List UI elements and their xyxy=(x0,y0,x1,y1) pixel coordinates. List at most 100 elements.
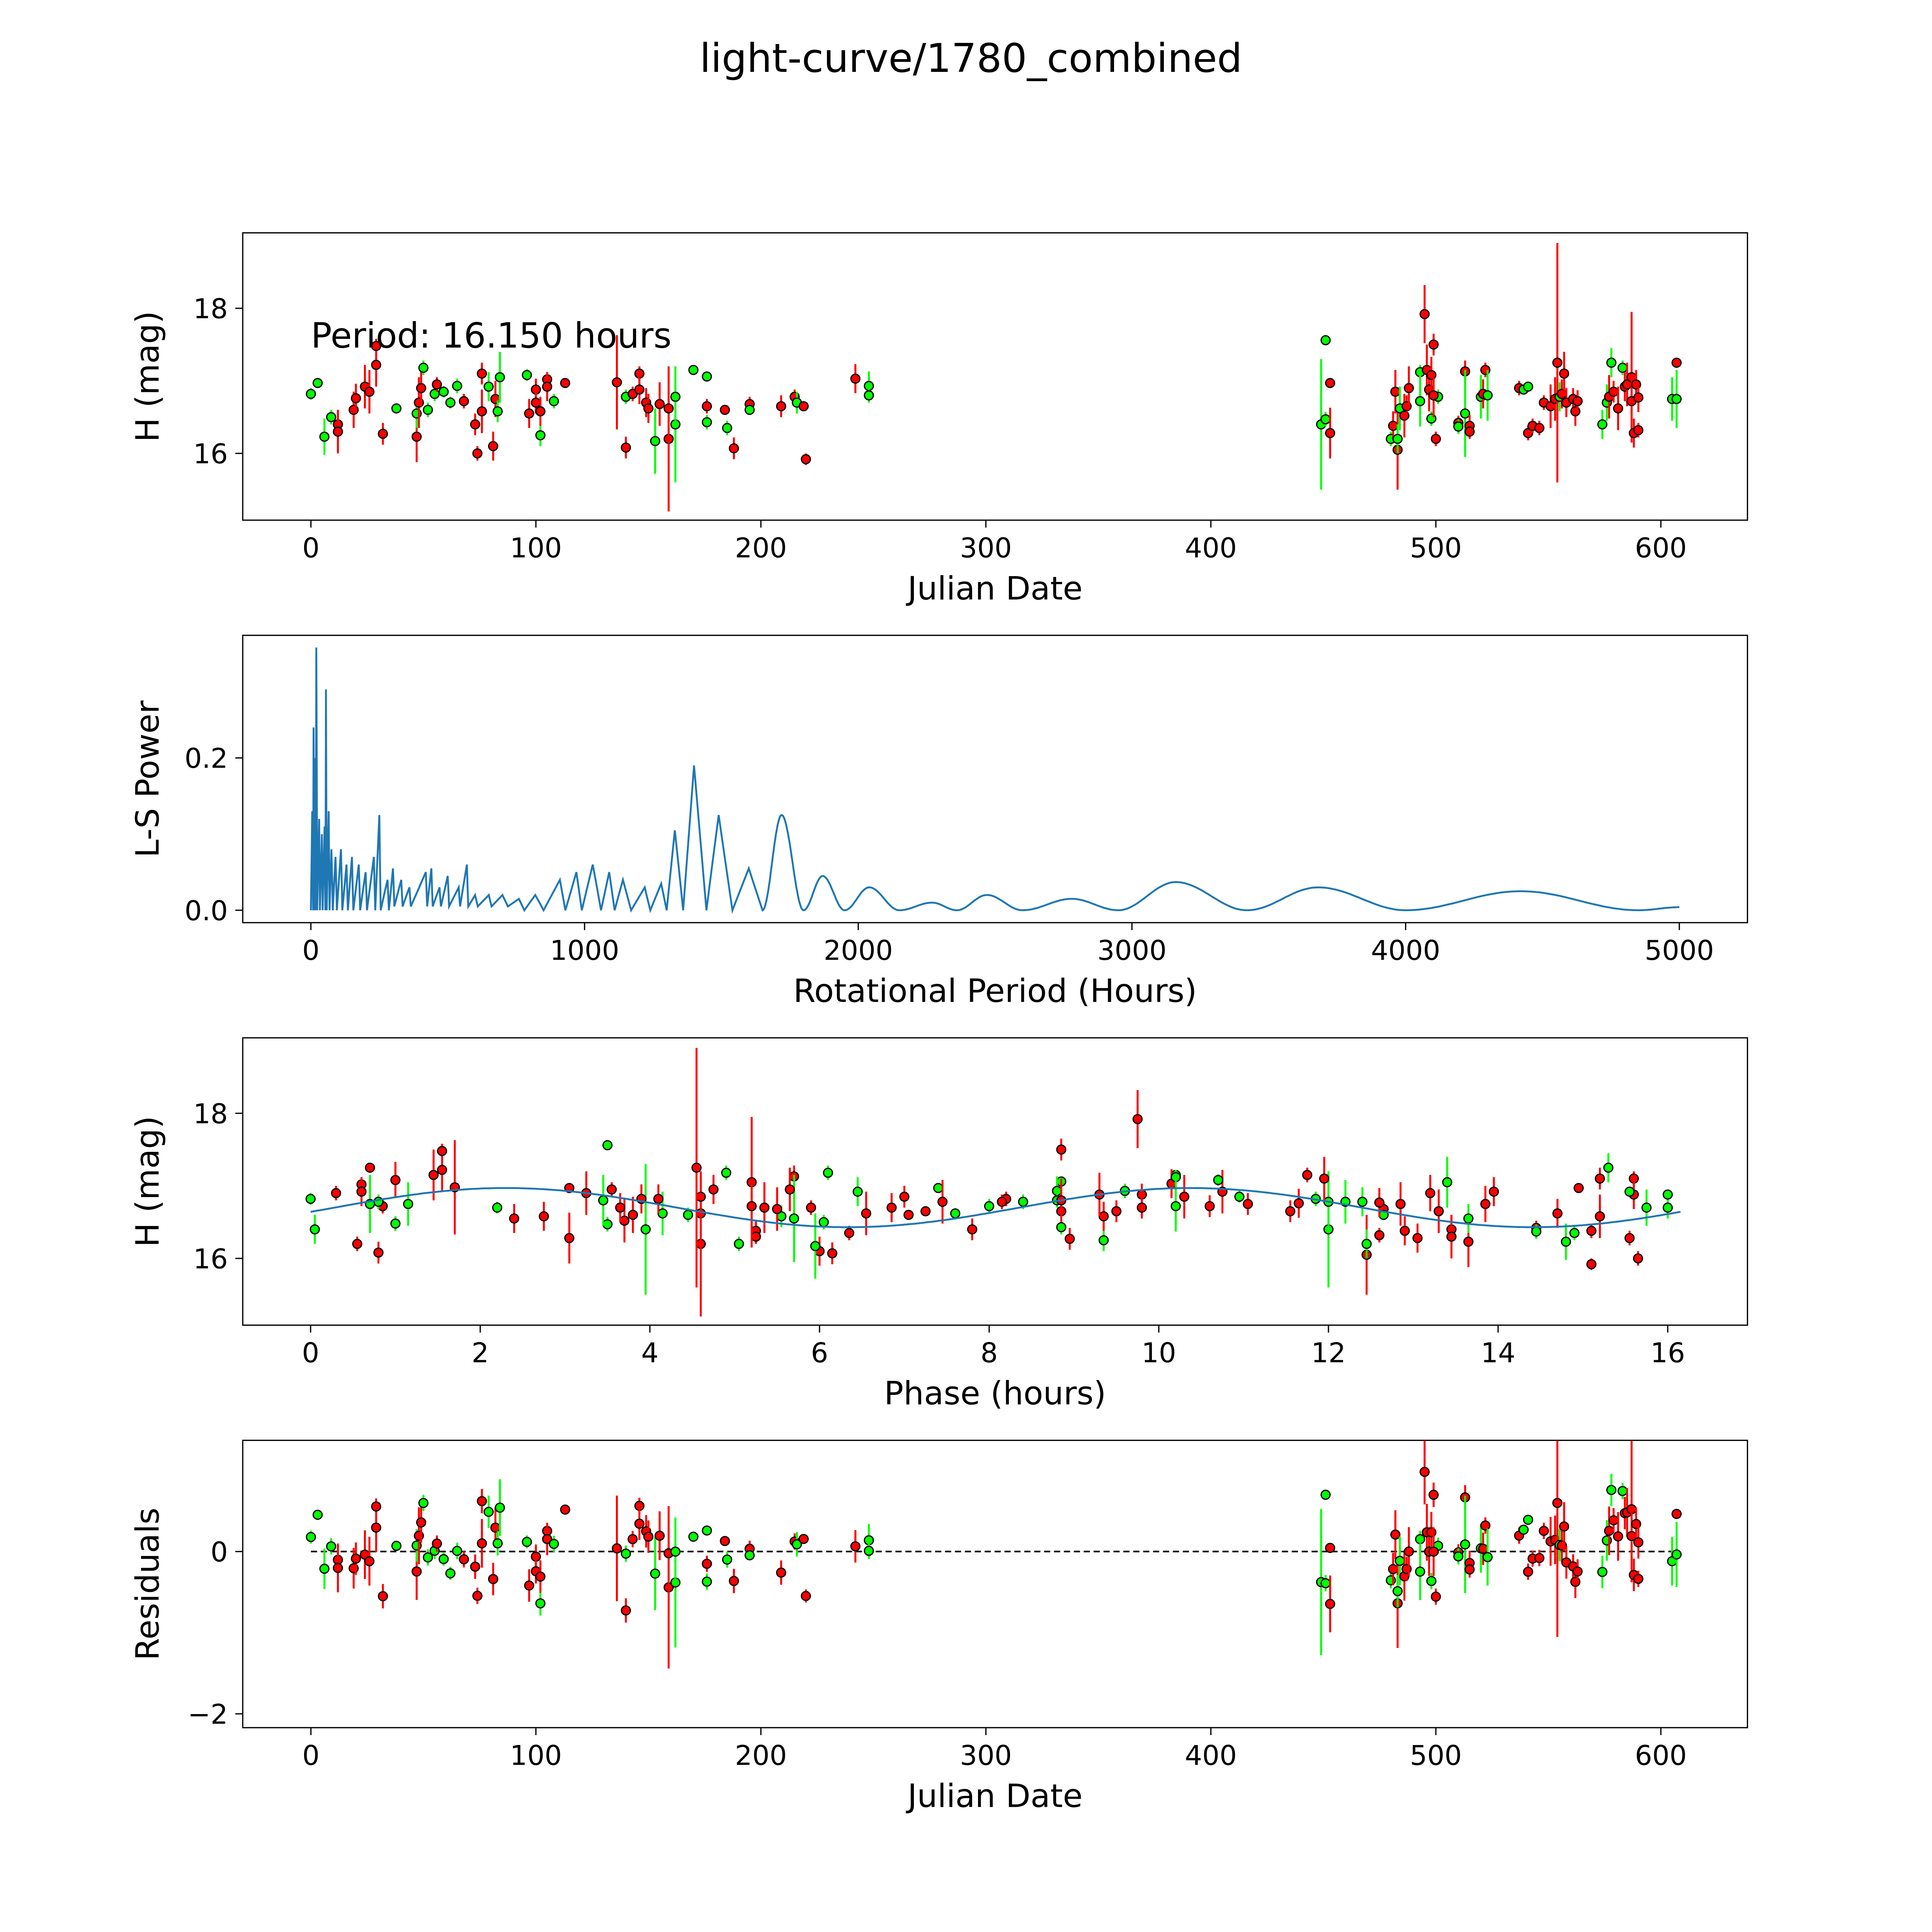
panel-4: 0 100 200 300 400 500 600 −2 0 Julian Date Residua… xyxy=(129,1439,1748,1815)
data-point xyxy=(776,1567,786,1578)
data-point xyxy=(1464,1564,1475,1575)
data-point xyxy=(640,1224,651,1235)
data-point xyxy=(920,1206,931,1216)
data-point xyxy=(1603,1162,1614,1173)
data-point xyxy=(602,1219,613,1230)
data-point xyxy=(364,386,375,397)
data-point xyxy=(1415,1566,1425,1577)
x-tick-label: 2 xyxy=(471,1337,489,1369)
data-point xyxy=(1671,394,1682,404)
data-point xyxy=(1392,1586,1403,1597)
data-point xyxy=(688,365,699,375)
data-point xyxy=(1357,1197,1367,1207)
data-point xyxy=(535,406,546,417)
data-point xyxy=(634,384,645,395)
data-point xyxy=(418,362,429,373)
data-point xyxy=(602,1140,613,1150)
data-point xyxy=(1429,1490,1439,1500)
data-point xyxy=(1419,1467,1430,1477)
x-tick-label: 8 xyxy=(981,1337,998,1369)
data-point xyxy=(1671,1509,1682,1519)
data-point xyxy=(412,1566,422,1577)
data-point xyxy=(1204,1201,1215,1211)
data-point xyxy=(619,1215,630,1226)
data-point xyxy=(522,1537,532,1547)
plot-area xyxy=(310,647,1680,914)
data-point xyxy=(412,432,422,442)
data-point xyxy=(1111,1206,1122,1216)
x-tick-label: 400 xyxy=(1185,1740,1237,1771)
data-point xyxy=(612,377,622,388)
y-axis-label: L-S Power xyxy=(129,700,166,857)
data-point xyxy=(1099,1211,1109,1221)
data-point xyxy=(531,397,541,408)
data-point xyxy=(371,1522,381,1533)
data-point xyxy=(1136,1202,1147,1213)
data-point xyxy=(886,1202,897,1213)
data-point xyxy=(524,1580,534,1591)
data-point xyxy=(801,1591,811,1601)
data-point xyxy=(1294,1198,1304,1209)
data-point xyxy=(903,1209,914,1220)
data-point xyxy=(326,1541,337,1552)
x-tick-label: 3000 xyxy=(1097,935,1167,966)
y-tick-label: 0 xyxy=(211,1536,228,1568)
data-point xyxy=(1429,1546,1439,1557)
data-point xyxy=(759,1202,770,1213)
data-point xyxy=(560,1504,570,1515)
data-point xyxy=(1415,396,1425,406)
data-point xyxy=(423,405,433,415)
data-point xyxy=(861,1208,871,1219)
data-point xyxy=(483,381,494,392)
x-tick-label: 0 xyxy=(302,935,320,966)
data-point xyxy=(1464,426,1475,437)
data-point xyxy=(1179,1191,1189,1202)
data-point xyxy=(1243,1199,1253,1209)
x-tick-label: 10 xyxy=(1141,1337,1176,1369)
data-point xyxy=(535,430,546,440)
data-point xyxy=(331,1188,341,1198)
data-point xyxy=(702,1525,712,1536)
data-point xyxy=(1430,434,1441,444)
data-point xyxy=(509,1213,519,1224)
x-tick-label: 0 xyxy=(302,1740,320,1771)
x-axis-label: Julian Date xyxy=(906,1777,1083,1815)
data-point xyxy=(1552,357,1563,368)
data-point xyxy=(1403,1546,1414,1557)
data-point xyxy=(437,1165,447,1175)
data-point xyxy=(1170,1172,1181,1182)
data-point xyxy=(1617,362,1628,373)
data-point xyxy=(472,448,483,459)
data-point xyxy=(1325,428,1335,438)
data-point xyxy=(352,1239,362,1249)
data-point xyxy=(1633,425,1644,435)
data-point xyxy=(1624,1233,1635,1243)
x-axis-label: Julian Date xyxy=(906,570,1083,607)
data-point xyxy=(371,341,381,351)
data-point xyxy=(452,1546,463,1556)
data-point xyxy=(1559,1521,1570,1532)
x-tick-label: 14 xyxy=(1481,1337,1515,1369)
data-point xyxy=(792,1539,802,1549)
data-point xyxy=(1442,1177,1452,1187)
data-point xyxy=(670,391,681,402)
data-point xyxy=(683,1209,693,1220)
x-tick-label: 500 xyxy=(1410,532,1462,564)
data-point xyxy=(997,1197,1007,1207)
data-point xyxy=(1569,1228,1580,1238)
data-point xyxy=(1234,1191,1245,1202)
data-point xyxy=(1320,414,1331,425)
data-point xyxy=(391,403,402,414)
data-point xyxy=(1478,1544,1488,1554)
data-point xyxy=(1388,1564,1398,1574)
data-point xyxy=(1325,378,1335,388)
data-point xyxy=(1453,1551,1464,1562)
data-point xyxy=(1613,403,1623,414)
data-point xyxy=(564,1233,575,1243)
data-point xyxy=(933,1183,944,1193)
data-point xyxy=(432,379,442,390)
data-point xyxy=(643,1531,654,1542)
data-point xyxy=(772,1204,782,1214)
data-point xyxy=(423,1552,433,1563)
